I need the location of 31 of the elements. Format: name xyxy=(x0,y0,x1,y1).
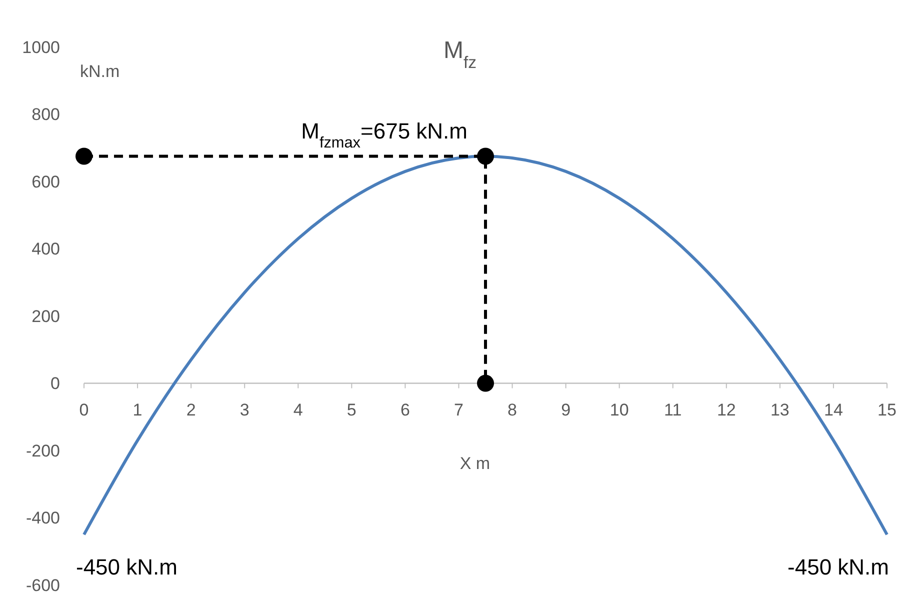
y-tick-label: 200 xyxy=(32,306,60,326)
x-tick-label: 14 xyxy=(824,400,843,420)
x-tick-label: 4 xyxy=(293,400,303,420)
chart-title: M$_{fz}$ xyxy=(443,37,477,72)
y-tick-label: -400 xyxy=(26,508,60,528)
x-tick-label: 5 xyxy=(346,400,356,420)
annotation: -450 kN.m xyxy=(76,554,178,580)
x-tick-label: 15 xyxy=(878,400,896,420)
x-tick-label: 9 xyxy=(561,400,571,420)
x-tick-label: 12 xyxy=(716,400,736,420)
x-tick-label: 6 xyxy=(400,400,410,420)
annotation: -450 kN.m xyxy=(788,554,889,580)
x-tick-label: 7 xyxy=(454,400,464,420)
x-tick-label: 1 xyxy=(132,400,142,420)
y-tick-label: 1000 xyxy=(22,38,60,57)
x-tick-label: 0 xyxy=(79,400,89,420)
y-tick-label: 600 xyxy=(32,172,60,192)
y-tick-label: 400 xyxy=(32,240,60,259)
y-tick-label: 800 xyxy=(32,105,60,124)
x-tick-label: 8 xyxy=(508,400,517,420)
y-tick-label: 0 xyxy=(50,374,60,394)
y-tick-label: -600 xyxy=(26,576,60,595)
x-tick-label: 10 xyxy=(610,400,629,420)
x-tick-label: 3 xyxy=(240,400,250,420)
y-tick-label: -200 xyxy=(26,441,60,460)
x-tick-label: 11 xyxy=(664,400,682,420)
annotation: M$_{fzmax}$=675 kN.m xyxy=(301,118,468,151)
x-tick-label: 2 xyxy=(186,400,196,420)
y-axis-title: kN.m xyxy=(80,62,120,81)
x-axis-title: X m xyxy=(460,454,490,473)
x-tick-label: 13 xyxy=(770,400,790,420)
